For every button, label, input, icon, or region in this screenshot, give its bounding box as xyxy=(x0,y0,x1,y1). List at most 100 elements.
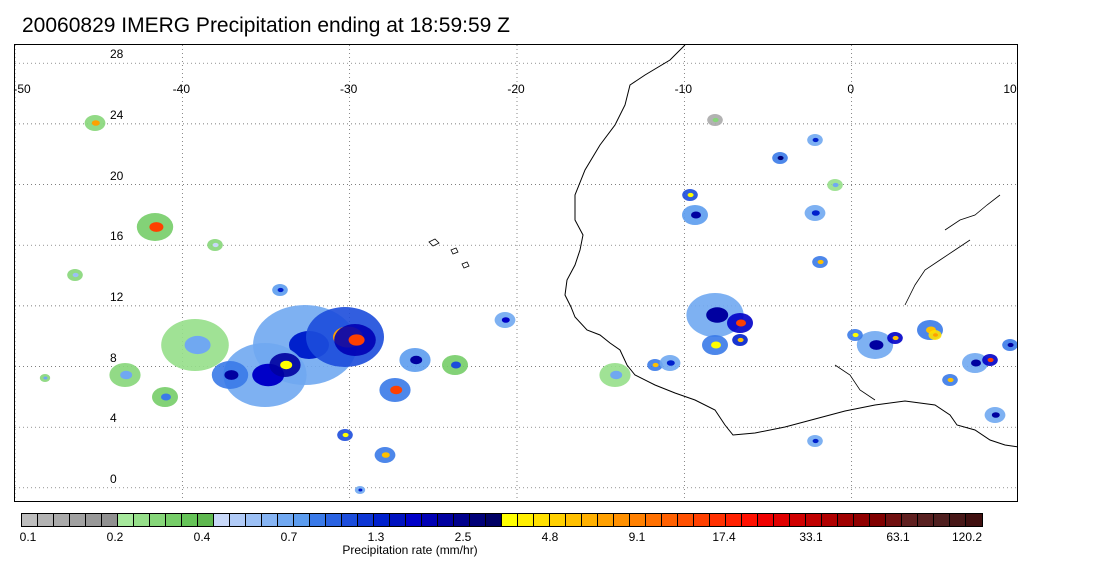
colorbar-swatch xyxy=(918,514,934,526)
precipitation-core xyxy=(348,334,365,346)
colorbar-swatch xyxy=(694,514,710,526)
colorbar-tick-label: 0.7 xyxy=(280,530,298,544)
africa-coastline xyxy=(564,45,1017,448)
precipitation-core xyxy=(43,376,48,380)
precipitation-core xyxy=(706,307,729,323)
colorbar-swatch xyxy=(582,514,598,526)
colorbar-swatch xyxy=(742,514,758,526)
colorbar-tick-label: 9.1 xyxy=(628,530,646,544)
colorbar-swatch xyxy=(870,514,886,526)
precipitation-core xyxy=(687,192,694,198)
colorbar-swatch xyxy=(150,514,166,526)
colorbar-swatch xyxy=(54,514,70,526)
colorbar-swatch xyxy=(614,514,630,526)
precipitation-core xyxy=(869,340,884,350)
colorbar-swatch xyxy=(134,514,150,526)
precipitation-core xyxy=(212,242,219,248)
precipitation-core xyxy=(277,287,284,293)
precipitation-core xyxy=(712,117,719,123)
river-outline xyxy=(834,364,876,401)
colorbar-swatch xyxy=(278,514,294,526)
precipitation-core xyxy=(691,211,701,219)
map-canvas xyxy=(15,45,1017,501)
colorbar-tick-label: 17.4 xyxy=(712,530,736,544)
map-gridlines xyxy=(15,45,1017,501)
precipitation-core xyxy=(987,357,994,363)
colorbar-swatch xyxy=(118,514,134,526)
colorbar-swatch xyxy=(454,514,470,526)
latitude-label: 12 xyxy=(110,289,124,304)
precipitation-core xyxy=(811,210,820,216)
precipitation-core xyxy=(358,488,363,492)
longitude-label: -30 xyxy=(339,82,358,96)
precipitation-core xyxy=(933,333,938,337)
colorbar-swatch xyxy=(422,514,438,526)
precipitation-core xyxy=(737,337,744,343)
precipitation-core xyxy=(280,360,293,370)
precipitation-core xyxy=(812,137,819,143)
precipitation-core xyxy=(777,155,784,161)
precipitation-core xyxy=(149,222,164,232)
latitude-label: 20 xyxy=(110,168,124,183)
colorbar-swatch xyxy=(502,514,518,526)
precipitation-core xyxy=(120,370,133,380)
colorbar-swatch xyxy=(902,514,918,526)
colorbar-swatch xyxy=(102,514,118,526)
longitude-label: -50 xyxy=(13,82,31,96)
colorbar-swatch xyxy=(182,514,198,526)
colorbar-swatch xyxy=(470,514,486,526)
precipitation-core xyxy=(991,412,1000,418)
colorbar-swatch xyxy=(806,514,822,526)
colorbar-swatch xyxy=(886,514,902,526)
latitude-label: 4 xyxy=(110,411,117,426)
precipitation-map xyxy=(14,44,1018,502)
precipitation-core xyxy=(1007,342,1014,348)
colorbar-swatch xyxy=(726,514,742,526)
precipitation-core xyxy=(666,360,675,366)
latitude-label: 16 xyxy=(110,229,124,244)
precipitation-core xyxy=(72,272,79,278)
page-title: 20060829 IMERG Precipitation ending at 1… xyxy=(22,14,510,37)
colorbar-swatch xyxy=(710,514,726,526)
colorbar-swatch xyxy=(550,514,566,526)
colorbar-swatch xyxy=(358,514,374,526)
longitude-label: 10 xyxy=(1003,82,1017,96)
colorbar-swatch xyxy=(214,514,230,526)
precipitation-core xyxy=(711,341,721,349)
latitude-label: 0 xyxy=(110,471,117,486)
precipitation-core xyxy=(381,452,390,458)
precipitation-core xyxy=(892,335,899,341)
colorbar-swatch xyxy=(438,514,454,526)
colorbar-swatch xyxy=(310,514,326,526)
precipitation-core xyxy=(451,361,461,369)
precipitation-core xyxy=(342,432,349,438)
colorbar-swatch xyxy=(166,514,182,526)
latitude-label: 28 xyxy=(110,47,124,62)
colorbar-swatch xyxy=(38,514,54,526)
precipitation-core xyxy=(812,438,819,444)
precipitation-core xyxy=(610,370,623,380)
colorbar-swatch xyxy=(198,514,214,526)
longitude-label: -10 xyxy=(674,82,692,96)
colorbar-tick-label: 0.1 xyxy=(19,530,37,544)
colorbar-swatch xyxy=(342,514,358,526)
precipitation-core xyxy=(652,362,659,368)
colorbar-swatch xyxy=(70,514,86,526)
colorbar-swatch xyxy=(262,514,278,526)
colorbar-swatch xyxy=(406,514,422,526)
longitude-label: 0 xyxy=(847,82,854,96)
precipitation-core xyxy=(224,370,239,380)
colorbar-swatch xyxy=(646,514,662,526)
precipitation-core xyxy=(390,385,403,395)
colorbar-swatch xyxy=(822,514,838,526)
colorbar-swatch xyxy=(838,514,854,526)
colorbar-swatch xyxy=(630,514,646,526)
colorbar-swatch xyxy=(566,514,582,526)
colorbar-swatch xyxy=(246,514,262,526)
colorbar-tick-label: 63.1 xyxy=(886,530,910,544)
island-outline xyxy=(428,238,470,269)
colorbar-swatch xyxy=(790,514,806,526)
river-outline xyxy=(904,239,971,306)
colorbar-swatch xyxy=(486,514,502,526)
colorbar-tick-label: 0.2 xyxy=(106,530,124,544)
